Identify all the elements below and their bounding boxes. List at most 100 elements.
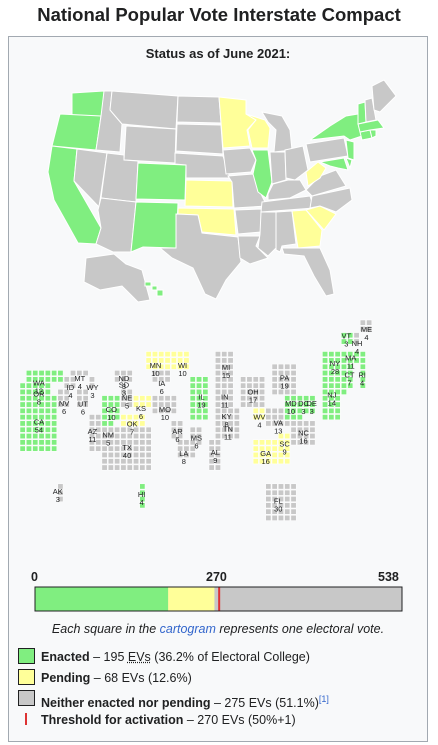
cartogram-cell-tx (139, 452, 146, 458)
cartogram-cell-wa (57, 370, 64, 376)
cartogram-ev-co: 10 (107, 413, 115, 422)
cartogram-label-wv: WV (253, 413, 265, 422)
cartogram-cell-wi (183, 351, 190, 358)
caption-text-before: Each square in the (51, 622, 160, 636)
cartogram-cell-mo (170, 407, 177, 414)
cartogram-cell-ok (120, 414, 127, 421)
cartogram-cell-nm (101, 420, 108, 427)
us-geographic-map[interactable] (0, 0, 438, 320)
cartogram-cell-ca (19, 433, 26, 439)
cartogram-cell-il (202, 376, 209, 383)
cartogram-cell-la (183, 452, 190, 458)
cartogram-cell-tx (133, 458, 139, 465)
cartogram-cell-ga (265, 439, 272, 446)
cartogram-cell-ca (26, 439, 32, 446)
cartogram-cell-oh (240, 376, 247, 383)
cartogram-cell-pa (284, 389, 291, 395)
cartogram-cell-ny (334, 363, 341, 370)
cartogram-cell-la (177, 452, 184, 458)
cartogram-cell-wi (170, 363, 177, 370)
cartogram-cell-az (89, 433, 95, 439)
cartogram-cell-wi (183, 357, 190, 364)
state-ga (291, 209, 323, 249)
cartogram-cell-wy (89, 376, 95, 383)
cartogram-ev-hi: 4 (140, 498, 144, 507)
cartogram-cell-pa (271, 370, 278, 376)
cartogram-cell-mt (82, 370, 89, 376)
cartogram-label-la: LA (179, 449, 188, 458)
cartogram-cell-ct (347, 370, 354, 376)
cartogram-cell-nc (303, 433, 310, 439)
cartogram-label-ri: RI (358, 370, 366, 379)
cartogram-cell-co (101, 407, 108, 414)
cartogram-cell-wa (32, 376, 39, 383)
cartogram-label-in: IN (221, 392, 229, 401)
cartogram-cell-al (215, 445, 221, 452)
footnote-link[interactable]: [1] (318, 694, 329, 704)
cartogram-cell-ct (341, 363, 347, 370)
cartogram-label-ut: UT (78, 399, 88, 408)
bar-threshold-marker (218, 587, 221, 611)
cartogram-cell-nv (63, 395, 70, 402)
cartogram-cell-md (290, 414, 297, 421)
cartogram-ev-ca: 54 (35, 426, 43, 435)
cartogram-cell-sc (284, 452, 291, 458)
cartogram-label-or: OR (33, 389, 45, 398)
cartogram-cell-tx (126, 426, 133, 433)
cartogram-cell-fl (290, 489, 297, 496)
state-mi (260, 111, 293, 153)
cartogram-cell-ga (271, 452, 278, 458)
cartogram-label-md: MD (285, 399, 297, 408)
cartogram-cell-or (26, 382, 32, 389)
cartogram-ev-ky: 8 (225, 420, 229, 429)
cartogram-ev-mi: 15 (222, 371, 230, 380)
cartogram-cell-va (265, 407, 272, 414)
cartogram-cell-tx (145, 458, 152, 465)
cartogram-cell-nv (57, 401, 64, 408)
cartogram-cell-az (89, 420, 95, 427)
threshold-marker-icon (25, 713, 27, 725)
cartogram-cell-oh (252, 376, 259, 383)
cartogram-cell-ca (32, 401, 39, 408)
cartogram-cell-ga (252, 458, 259, 465)
cartogram-cell-al (215, 464, 221, 471)
cartogram-cell-tx (133, 464, 139, 471)
cartogram-label-nh: NH (352, 339, 363, 348)
cartogram-cell-tx (120, 452, 127, 458)
cartogram-cell-or (26, 389, 32, 395)
cartogram-cell-az (95, 439, 102, 446)
ev-abbreviation[interactable]: EVs (127, 650, 151, 664)
cartogram-cell-ak (57, 496, 64, 502)
cartogram-cell-ca (51, 401, 58, 408)
cartogram-cell-nv (57, 395, 64, 402)
cartogram-cell-nj (334, 389, 341, 395)
cartogram-cell-ca (51, 395, 58, 402)
cartogram-cell-sc (278, 452, 284, 458)
cartogram-cell-mo (152, 395, 158, 402)
cartogram-cell-ga (265, 445, 272, 452)
cartogram-cell-tx (139, 439, 146, 446)
page-title: National Popular Vote Interstate Compact (37, 4, 401, 25)
cartogram-cell-wv (252, 414, 259, 421)
cartogram-cell-in (227, 382, 234, 389)
cartogram-cell-fl (278, 508, 284, 515)
cartogram-cell-mn (158, 363, 165, 370)
cartogram-cell-tx (101, 464, 108, 471)
cartogram-link[interactable]: cartogram (159, 622, 216, 636)
cartogram-ev-md: 10 (287, 407, 295, 416)
cartogram-cell-wa (26, 370, 32, 376)
cartogram-ev-ut: 6 (81, 407, 85, 416)
cartogram-cell-il (196, 401, 202, 408)
cartogram-cell-ny (328, 382, 335, 389)
cartogram-cell-wa (32, 370, 39, 376)
cartogram-cell-in (215, 395, 221, 402)
cartogram-cell-mo (164, 407, 171, 414)
cartogram-cell-nj (322, 407, 328, 414)
cartogram-cell-oh (259, 382, 265, 389)
cartogram-cell-ar (177, 433, 184, 439)
cartogram-cell-mo (164, 395, 171, 402)
state-mt (109, 90, 179, 130)
cartogram-cell-tx (139, 445, 146, 452)
cartogram-cell-id (63, 376, 70, 383)
